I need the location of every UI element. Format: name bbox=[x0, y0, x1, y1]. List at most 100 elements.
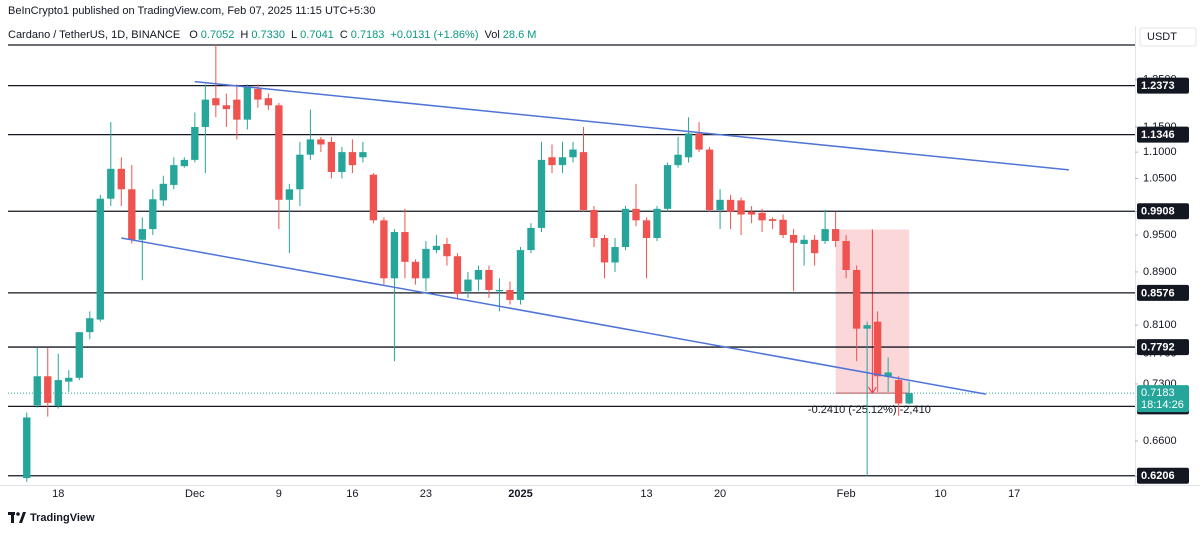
candle-body bbox=[432, 245, 441, 251]
candle-body bbox=[54, 380, 62, 407]
candle-body bbox=[128, 189, 136, 240]
candle-body bbox=[537, 159, 546, 228]
trendline bbox=[121, 237, 986, 395]
x-tick-label: 20 bbox=[714, 488, 726, 500]
candle-body bbox=[327, 141, 336, 172]
candle-body bbox=[243, 86, 252, 120]
x-tick-label: 16 bbox=[346, 488, 358, 500]
candle-body bbox=[359, 152, 367, 158]
candle-body bbox=[453, 256, 462, 294]
level-label-box bbox=[1137, 467, 1189, 484]
candle-body bbox=[338, 152, 346, 172]
candle-body bbox=[443, 244, 451, 257]
candle-body bbox=[306, 139, 315, 155]
y-tick-label: 0.8100 bbox=[1143, 319, 1177, 331]
level-label: 0.6206 bbox=[1141, 470, 1175, 482]
level-label: 1.1346 bbox=[1141, 129, 1175, 141]
legend-value: 0.7183 bbox=[350, 29, 385, 41]
footer: TradingView bbox=[8, 512, 95, 524]
candle-body bbox=[695, 133, 703, 150]
level-label-box bbox=[1137, 126, 1189, 143]
footer-brand: TradingView bbox=[30, 512, 95, 524]
tv-logo bbox=[8, 512, 26, 523]
legend: Cardano / TetherUS, 1D, BINANCE O 0.7052… bbox=[8, 29, 539, 41]
candle-body bbox=[674, 154, 682, 166]
candle-body bbox=[474, 269, 483, 280]
candle-body bbox=[516, 250, 525, 300]
candle-body bbox=[23, 417, 31, 479]
level-label-box bbox=[1137, 203, 1189, 220]
candle-body bbox=[642, 220, 651, 238]
level-label-box bbox=[1137, 284, 1189, 301]
candle-body bbox=[705, 149, 714, 210]
candle-body bbox=[233, 99, 241, 120]
currency-label: USDT bbox=[1147, 31, 1177, 43]
candle-body bbox=[275, 105, 283, 200]
candle-body bbox=[222, 105, 231, 110]
legend-label: O bbox=[189, 29, 198, 41]
candle-body bbox=[758, 212, 766, 221]
candle-body bbox=[663, 165, 672, 209]
candle-body bbox=[569, 149, 577, 158]
candle-body bbox=[212, 98, 220, 106]
level-label-box bbox=[1137, 77, 1189, 94]
candle-body bbox=[159, 183, 167, 201]
candle-body bbox=[548, 157, 556, 166]
candle-body bbox=[527, 227, 535, 251]
x-tick-label: Dec bbox=[185, 488, 205, 500]
legend-label: Vol bbox=[484, 29, 500, 41]
candle-body bbox=[33, 376, 41, 406]
candle-body bbox=[852, 269, 861, 329]
last-price-label: 0.7183 bbox=[1141, 387, 1175, 399]
candle-body bbox=[768, 219, 777, 221]
candle-body bbox=[86, 318, 94, 333]
candle-body bbox=[201, 99, 210, 127]
candle-body bbox=[789, 235, 798, 243]
x-tick-label: 18 bbox=[52, 488, 64, 500]
x-tick-label: Feb bbox=[837, 488, 856, 500]
x-tick-label: 2025 bbox=[508, 488, 532, 500]
candle-body bbox=[863, 325, 871, 329]
candle-body bbox=[779, 219, 787, 236]
candle-body bbox=[842, 240, 850, 270]
candle-body bbox=[716, 199, 724, 210]
countdown-label: 18:14:26 bbox=[1141, 399, 1184, 411]
candle-body bbox=[117, 168, 125, 190]
candle-body bbox=[747, 211, 756, 215]
candle-body bbox=[485, 269, 493, 290]
candle-body bbox=[44, 376, 52, 403]
candle-body bbox=[380, 220, 388, 279]
legend-value: 0.7041 bbox=[300, 29, 334, 41]
candle-body bbox=[558, 157, 567, 166]
candle-body bbox=[495, 289, 504, 292]
candle-body bbox=[873, 321, 882, 377]
trendline bbox=[194, 80, 1069, 171]
x-tick-label: 17 bbox=[1008, 488, 1020, 500]
candle-body bbox=[653, 208, 661, 238]
candle-body bbox=[254, 88, 262, 100]
candle-body bbox=[894, 380, 903, 404]
x-tick-label: 13 bbox=[640, 488, 652, 500]
level-label: 1.2373 bbox=[1141, 80, 1175, 92]
level-label: 0.7792 bbox=[1141, 341, 1175, 353]
legend-label: H bbox=[240, 29, 249, 41]
candle-body bbox=[180, 159, 189, 167]
candle-body bbox=[506, 289, 514, 300]
candle-body bbox=[264, 98, 273, 106]
y-tick-label: 1.0500 bbox=[1143, 172, 1177, 184]
legend-change: +0.0131 (+1.86%) bbox=[390, 29, 479, 41]
x-tick-label: 23 bbox=[420, 488, 432, 500]
y-tick-label: 1.1000 bbox=[1143, 146, 1177, 158]
candle-body bbox=[348, 152, 357, 166]
candle-body bbox=[831, 229, 840, 241]
candle-body bbox=[401, 232, 409, 262]
legend-label: C bbox=[339, 29, 348, 41]
candle-body bbox=[65, 377, 73, 382]
candle-body bbox=[369, 174, 378, 221]
candle-body bbox=[285, 189, 294, 200]
candle-body bbox=[611, 247, 619, 263]
candle-body bbox=[579, 152, 588, 210]
candle-body bbox=[149, 199, 157, 230]
symbol-title: Cardano / TetherUS, 1D, BINANCE bbox=[8, 29, 181, 41]
